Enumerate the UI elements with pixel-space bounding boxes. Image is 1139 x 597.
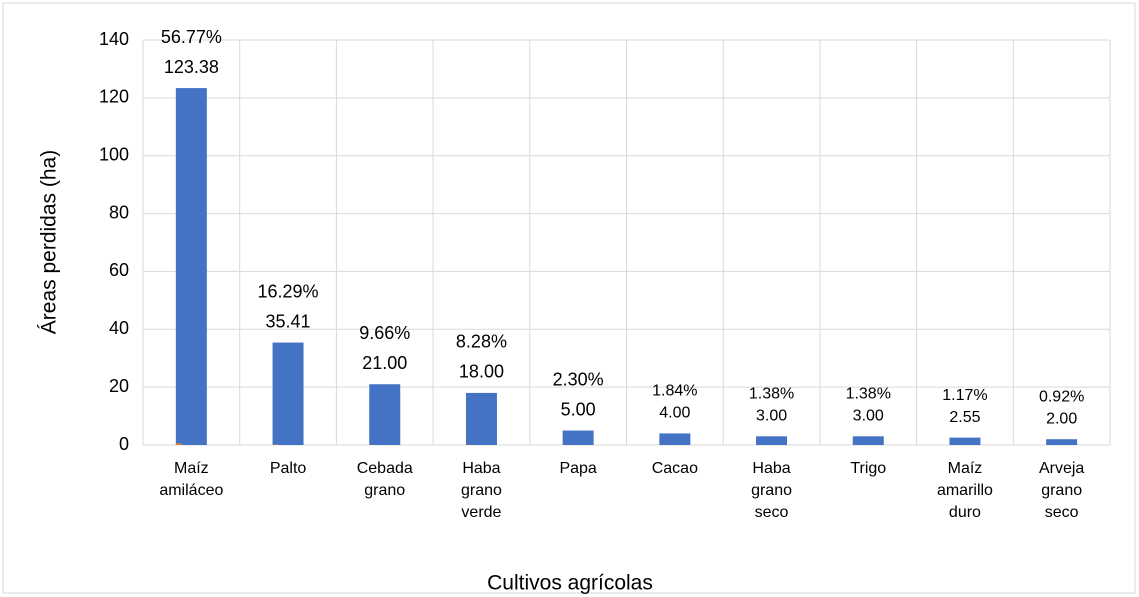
y-tick-label: 60: [109, 260, 129, 280]
x-tick-label: Cacao: [652, 460, 698, 477]
share-label: 2.30%: [553, 369, 604, 389]
x-tick-label: amiláceo: [159, 482, 223, 499]
x-tick-label: Palto: [270, 460, 307, 477]
x-tick-label: seco: [755, 504, 789, 521]
bar: [852, 436, 884, 445]
x-tick-label: amarillo: [937, 482, 993, 499]
share-label: 1.38%: [749, 386, 794, 403]
share-label: 8.28%: [456, 332, 507, 352]
y-tick-label: 140: [99, 29, 129, 49]
x-tick-label: verde: [461, 504, 501, 521]
bar: [1046, 439, 1078, 445]
value-label: 123.38: [164, 57, 219, 77]
bar: [562, 430, 594, 445]
x-tick-label: Cebada: [357, 460, 413, 477]
x-tick-label: Maíz: [948, 460, 983, 477]
x-tick-label: Trigo: [850, 460, 886, 477]
x-tick-label: Haba: [462, 460, 500, 477]
share-label: 1.17%: [942, 387, 987, 404]
y-axis-label: Áreas perdidas (ha): [38, 150, 61, 334]
share-label: 1.38%: [846, 386, 891, 403]
bar: [659, 433, 691, 445]
y-tick-label: 100: [99, 144, 129, 164]
x-tick-label: duro: [949, 504, 981, 521]
x-tick-label: grano: [1041, 482, 1082, 499]
x-tick-label: Maíz: [174, 460, 209, 477]
value-label: 2.55: [949, 409, 980, 426]
value-label: 2.00: [1046, 410, 1077, 427]
bar: [175, 88, 207, 445]
y-tick-label: 120: [99, 87, 129, 107]
value-label: 21.00: [362, 353, 407, 373]
bar: [369, 384, 401, 445]
x-axis-label: Cultivos agrícolas: [487, 572, 653, 595]
bar: [756, 436, 788, 445]
share-label: 16.29%: [258, 281, 319, 301]
bar: [272, 342, 304, 445]
value-label: 3.00: [853, 408, 884, 425]
share-label: 1.84%: [652, 383, 697, 400]
x-tick-label: Haba: [752, 460, 790, 477]
x-tick-label: Papa: [559, 460, 596, 477]
y-tick-label: 0: [119, 434, 129, 454]
share-label: 0.92%: [1039, 388, 1084, 405]
bar: [175, 443, 182, 445]
value-label: 4.00: [659, 405, 690, 422]
share-label: 56.77%: [161, 27, 222, 47]
x-tick-label: grano: [751, 482, 792, 499]
value-label: 35.41: [266, 311, 311, 331]
value-label: 5.00: [561, 399, 596, 419]
x-tick-label: Arveja: [1039, 460, 1084, 477]
bar: [949, 437, 981, 445]
x-tick-label: grano: [364, 482, 405, 499]
x-tick-label: seco: [1045, 504, 1079, 521]
value-label: 18.00: [459, 362, 504, 382]
y-tick-label: 80: [109, 202, 129, 222]
value-label: 3.00: [756, 408, 787, 425]
y-tick-label: 40: [109, 318, 129, 338]
share-label: 9.66%: [359, 323, 410, 343]
y-tick-label: 20: [109, 376, 129, 396]
bar: [465, 392, 497, 445]
x-tick-label: grano: [461, 482, 502, 499]
